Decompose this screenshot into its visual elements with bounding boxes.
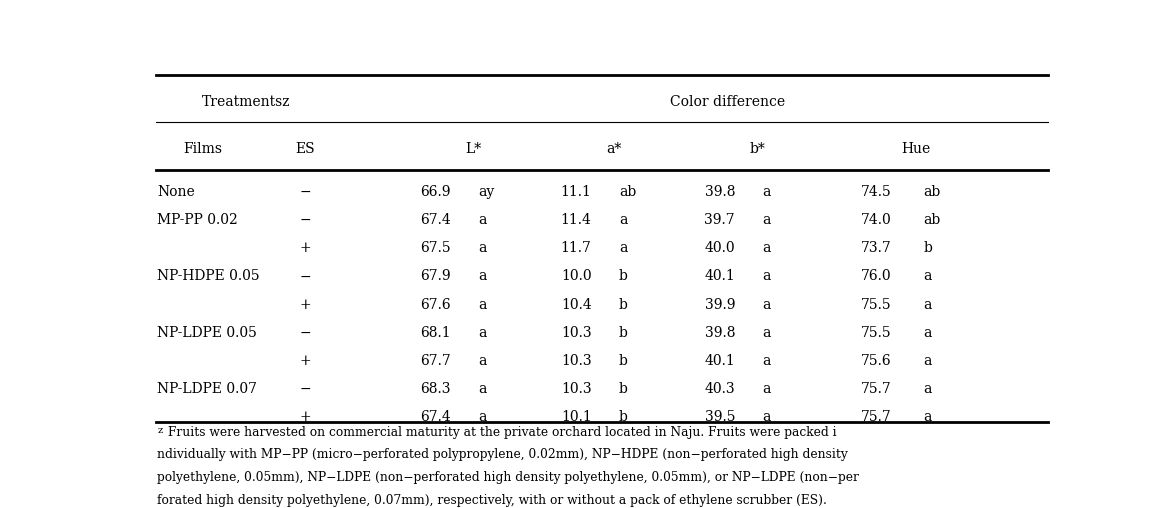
Text: a: a xyxy=(762,410,771,424)
Text: L*: L* xyxy=(465,142,482,156)
Text: 67.4: 67.4 xyxy=(420,410,451,424)
Text: 67.9: 67.9 xyxy=(420,269,451,283)
Text: a: a xyxy=(924,326,932,340)
Text: NP-HDPE 0.05: NP-HDPE 0.05 xyxy=(157,269,260,283)
Text: NP-LDPE 0.07: NP-LDPE 0.07 xyxy=(157,382,258,396)
Text: +: + xyxy=(300,241,312,256)
Text: a: a xyxy=(478,410,486,424)
Text: a: a xyxy=(478,269,486,283)
Text: a: a xyxy=(478,298,486,311)
Text: b: b xyxy=(619,354,628,368)
Text: Hue: Hue xyxy=(901,142,931,156)
Text: 75.5: 75.5 xyxy=(860,298,891,311)
Text: z: z xyxy=(157,426,163,434)
Text: b: b xyxy=(619,298,628,311)
Text: a: a xyxy=(762,326,771,340)
Text: b: b xyxy=(619,382,628,396)
Text: NP-LDPE 0.05: NP-LDPE 0.05 xyxy=(157,326,258,340)
Text: polyethylene, 0.05mm), NP−LDPE (non−perforated high density polyethylene, 0.05mm: polyethylene, 0.05mm), NP−LDPE (non−perf… xyxy=(157,471,859,484)
Text: −: − xyxy=(300,382,312,396)
Text: a: a xyxy=(762,185,771,199)
Text: a: a xyxy=(924,298,932,311)
Text: 75.5: 75.5 xyxy=(860,326,891,340)
Text: MP-PP 0.02: MP-PP 0.02 xyxy=(157,213,238,227)
Text: a: a xyxy=(478,213,486,227)
Text: b: b xyxy=(619,269,628,283)
Text: b*: b* xyxy=(750,142,765,156)
Text: a: a xyxy=(619,213,627,227)
Text: a: a xyxy=(924,382,932,396)
Text: a*: a* xyxy=(607,142,622,156)
Text: a: a xyxy=(478,326,486,340)
Text: 67.5: 67.5 xyxy=(420,241,451,256)
Text: a: a xyxy=(924,269,932,283)
Text: +: + xyxy=(300,298,312,311)
Text: a: a xyxy=(924,410,932,424)
Text: 39.5: 39.5 xyxy=(704,410,735,424)
Text: +: + xyxy=(300,410,312,424)
Text: Color difference: Color difference xyxy=(670,95,785,109)
Text: 40.1: 40.1 xyxy=(704,354,735,368)
Text: 66.9: 66.9 xyxy=(421,185,451,199)
Text: a: a xyxy=(762,354,771,368)
Text: −: − xyxy=(300,269,312,283)
Text: 76.0: 76.0 xyxy=(860,269,891,283)
Text: 39.7: 39.7 xyxy=(704,213,735,227)
Text: ab: ab xyxy=(924,185,940,199)
Text: 39.9: 39.9 xyxy=(704,298,735,311)
Text: forated high density polyethylene, 0.07mm), respectively, with or without a pack: forated high density polyethylene, 0.07m… xyxy=(157,494,827,506)
Text: 11.7: 11.7 xyxy=(560,241,592,256)
Text: 10.3: 10.3 xyxy=(561,382,592,396)
Text: 40.3: 40.3 xyxy=(704,382,735,396)
Text: ab: ab xyxy=(619,185,636,199)
Text: ay: ay xyxy=(478,185,495,199)
Text: b: b xyxy=(619,326,628,340)
Text: ab: ab xyxy=(924,213,940,227)
Text: 67.7: 67.7 xyxy=(420,354,451,368)
Text: 10.0: 10.0 xyxy=(561,269,592,283)
Text: 67.6: 67.6 xyxy=(420,298,451,311)
Text: a: a xyxy=(762,298,771,311)
Text: 10.3: 10.3 xyxy=(561,326,592,340)
Text: ES: ES xyxy=(295,142,315,156)
Text: −: − xyxy=(300,185,312,199)
Text: 39.8: 39.8 xyxy=(704,326,735,340)
Text: 74.5: 74.5 xyxy=(860,185,891,199)
Text: −: − xyxy=(300,213,312,227)
Text: −: − xyxy=(300,326,312,340)
Text: 10.1: 10.1 xyxy=(561,410,592,424)
Text: 75.7: 75.7 xyxy=(860,410,891,424)
Text: a: a xyxy=(762,269,771,283)
Text: 73.7: 73.7 xyxy=(860,241,891,256)
Text: 75.7: 75.7 xyxy=(860,382,891,396)
Text: 68.3: 68.3 xyxy=(421,382,451,396)
Text: b: b xyxy=(924,241,932,256)
Text: 11.4: 11.4 xyxy=(560,213,592,227)
Text: b: b xyxy=(619,410,628,424)
Text: a: a xyxy=(478,382,486,396)
Text: a: a xyxy=(762,241,771,256)
Text: ndividually with MP−PP (micro−perforated polypropylene, 0.02mm), NP−HDPE (non−pe: ndividually with MP−PP (micro−perforated… xyxy=(157,448,849,461)
Text: a: a xyxy=(762,213,771,227)
Text: Treatmentsz: Treatmentsz xyxy=(202,95,291,109)
Text: 40.1: 40.1 xyxy=(704,269,735,283)
Text: 10.3: 10.3 xyxy=(561,354,592,368)
Text: 11.1: 11.1 xyxy=(560,185,592,199)
Text: 10.4: 10.4 xyxy=(561,298,592,311)
Text: 68.1: 68.1 xyxy=(420,326,451,340)
Text: 40.0: 40.0 xyxy=(704,241,735,256)
Text: 39.8: 39.8 xyxy=(704,185,735,199)
Text: a: a xyxy=(478,241,486,256)
Text: Fruits were harvested on commercial maturity at the private orchard located in N: Fruits were harvested on commercial matu… xyxy=(169,426,837,438)
Text: None: None xyxy=(157,185,196,199)
Text: a: a xyxy=(619,241,627,256)
Text: 74.0: 74.0 xyxy=(860,213,891,227)
Text: Films: Films xyxy=(183,142,223,156)
Text: 75.6: 75.6 xyxy=(860,354,891,368)
Text: a: a xyxy=(924,354,932,368)
Text: +: + xyxy=(300,354,312,368)
Text: a: a xyxy=(762,382,771,396)
Text: a: a xyxy=(478,354,486,368)
Text: 67.4: 67.4 xyxy=(420,213,451,227)
